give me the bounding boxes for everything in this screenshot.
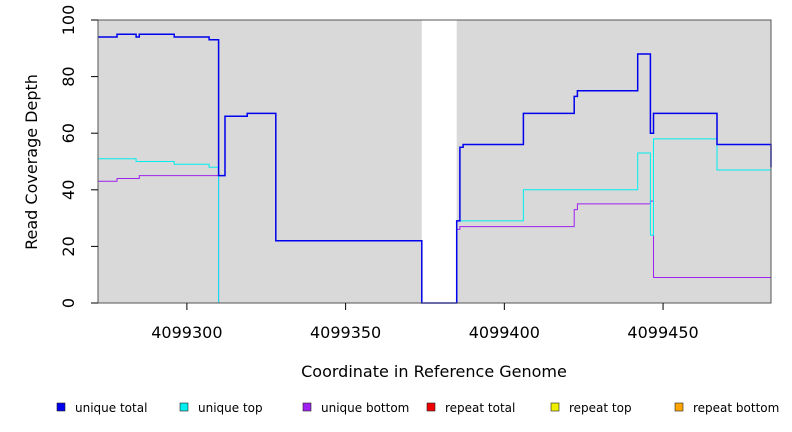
y-tick-label: 40 <box>59 180 78 200</box>
legend-item-unique-bottom: unique bottom <box>302 401 409 415</box>
series-line-unique-top <box>98 138 772 304</box>
series-line-unique-bottom <box>98 175 772 304</box>
y-tick-label: 0 <box>59 298 78 308</box>
y-tick-label: 100 <box>59 5 78 36</box>
legend-swatch <box>179 402 189 412</box>
x-tick-label: 4099350 <box>310 323 381 342</box>
legend-item-repeat-bottom: repeat bottom <box>674 401 779 415</box>
legend: unique total unique top unique bottom repea… <box>56 401 779 415</box>
y-tick-label: 20 <box>59 236 78 256</box>
legend-item-repeat-total: repeat total <box>426 401 515 415</box>
legend-swatch <box>56 402 66 412</box>
y-tick-label: 60 <box>59 123 78 143</box>
x-tick-label: 4099400 <box>469 323 540 342</box>
legend-swatch <box>302 402 312 412</box>
plot-frame <box>97 19 772 304</box>
y-axis-title: Read Coverage Depth <box>22 74 41 250</box>
legend-label: unique total <box>75 401 147 415</box>
legend-label: repeat bottom <box>693 401 779 415</box>
x-tick-label: 4099450 <box>627 323 698 342</box>
x-axis-title: Coordinate in Reference Genome <box>301 362 567 381</box>
legend-swatch <box>550 402 560 412</box>
x-tick-label: 4099300 <box>151 323 222 342</box>
y-tick-label: 80 <box>59 66 78 86</box>
shaded-region-2 <box>456 20 771 303</box>
legend-label: repeat top <box>569 401 632 415</box>
legend-swatch <box>674 402 684 412</box>
legend-label: unique top <box>198 401 263 415</box>
shaded-regions <box>98 20 771 303</box>
y-axis: 0 20 40 60 80 100 <box>59 5 98 308</box>
legend-label: repeat total <box>445 401 515 415</box>
legend-swatch <box>426 402 436 412</box>
legend-item-unique-total: unique total <box>56 401 147 415</box>
legend-label: unique bottom <box>321 401 409 415</box>
legend-item-unique-top: unique top <box>179 401 263 415</box>
legend-item-repeat-top: repeat top <box>550 401 632 415</box>
x-axis: 4099300 4099350 4099400 4099450 <box>151 303 699 342</box>
